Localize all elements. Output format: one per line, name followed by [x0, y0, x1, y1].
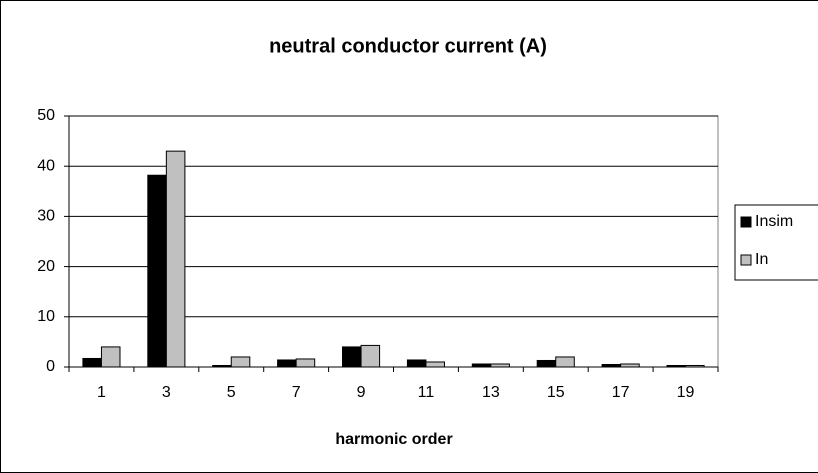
x-tick-label: 17 — [612, 384, 630, 401]
x-tick-label: 9 — [357, 384, 366, 401]
x-tick-label: 15 — [547, 384, 565, 401]
bar — [555, 356, 575, 368]
bar — [360, 344, 381, 368]
y-tick-label: 0 — [46, 358, 55, 375]
y-tick-label: 30 — [37, 208, 55, 225]
bar — [685, 364, 705, 368]
bar — [536, 359, 557, 368]
bar — [82, 357, 102, 368]
bar — [666, 364, 687, 368]
legend-swatch — [740, 254, 752, 266]
y-tick-label: 20 — [37, 258, 55, 275]
bar — [601, 363, 622, 368]
bar — [100, 346, 121, 368]
x-tick-label: 19 — [677, 384, 695, 401]
legend-label: Insim — [755, 213, 793, 230]
x-tick-label: 11 — [418, 384, 435, 401]
x-tick-label: 13 — [482, 384, 500, 401]
bar — [342, 346, 362, 368]
y-tick-label: 10 — [37, 308, 55, 325]
bar — [277, 359, 297, 368]
bar — [490, 363, 510, 368]
x-tick-label: 1 — [97, 384, 106, 401]
y-tick-label: 40 — [37, 157, 55, 174]
legend-swatch — [740, 216, 752, 228]
bar — [230, 356, 251, 368]
chart-title: neutral conductor current (A) — [269, 35, 547, 57]
bar — [406, 359, 427, 368]
bar — [620, 363, 640, 368]
legend-label: In — [755, 251, 768, 268]
bar — [165, 150, 186, 368]
x-tick-label: 7 — [292, 384, 301, 401]
bar — [147, 174, 167, 368]
bar — [425, 361, 445, 368]
bar — [471, 363, 492, 368]
x-tick-label: 5 — [227, 384, 236, 401]
x-axis-title: harmonic order — [335, 431, 452, 448]
bar — [212, 364, 232, 368]
y-tick-label: 50 — [37, 107, 55, 124]
bar — [295, 358, 316, 368]
x-tick-label: 3 — [162, 384, 171, 401]
